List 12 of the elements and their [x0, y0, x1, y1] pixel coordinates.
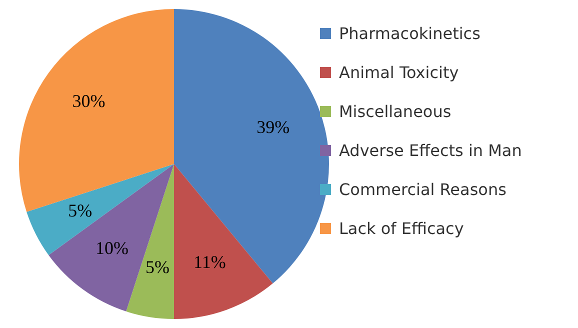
legend-label: Miscellaneous: [339, 102, 452, 121]
data-label: 5%: [68, 200, 92, 221]
legend-label: Adverse Effects in Man: [339, 141, 522, 160]
legend-label: Pharmacokinetics: [339, 24, 480, 43]
data-label: 5%: [146, 256, 170, 277]
data-label: 39%: [256, 117, 290, 138]
data-label: 11%: [194, 252, 226, 272]
data-label: 30%: [72, 90, 106, 111]
legend-label: Lack of Efficacy: [339, 219, 464, 238]
legend-label: Animal Toxicity: [339, 63, 459, 82]
data-label: 10%: [96, 238, 129, 258]
legend-label: Commercial Reasons: [339, 180, 506, 199]
